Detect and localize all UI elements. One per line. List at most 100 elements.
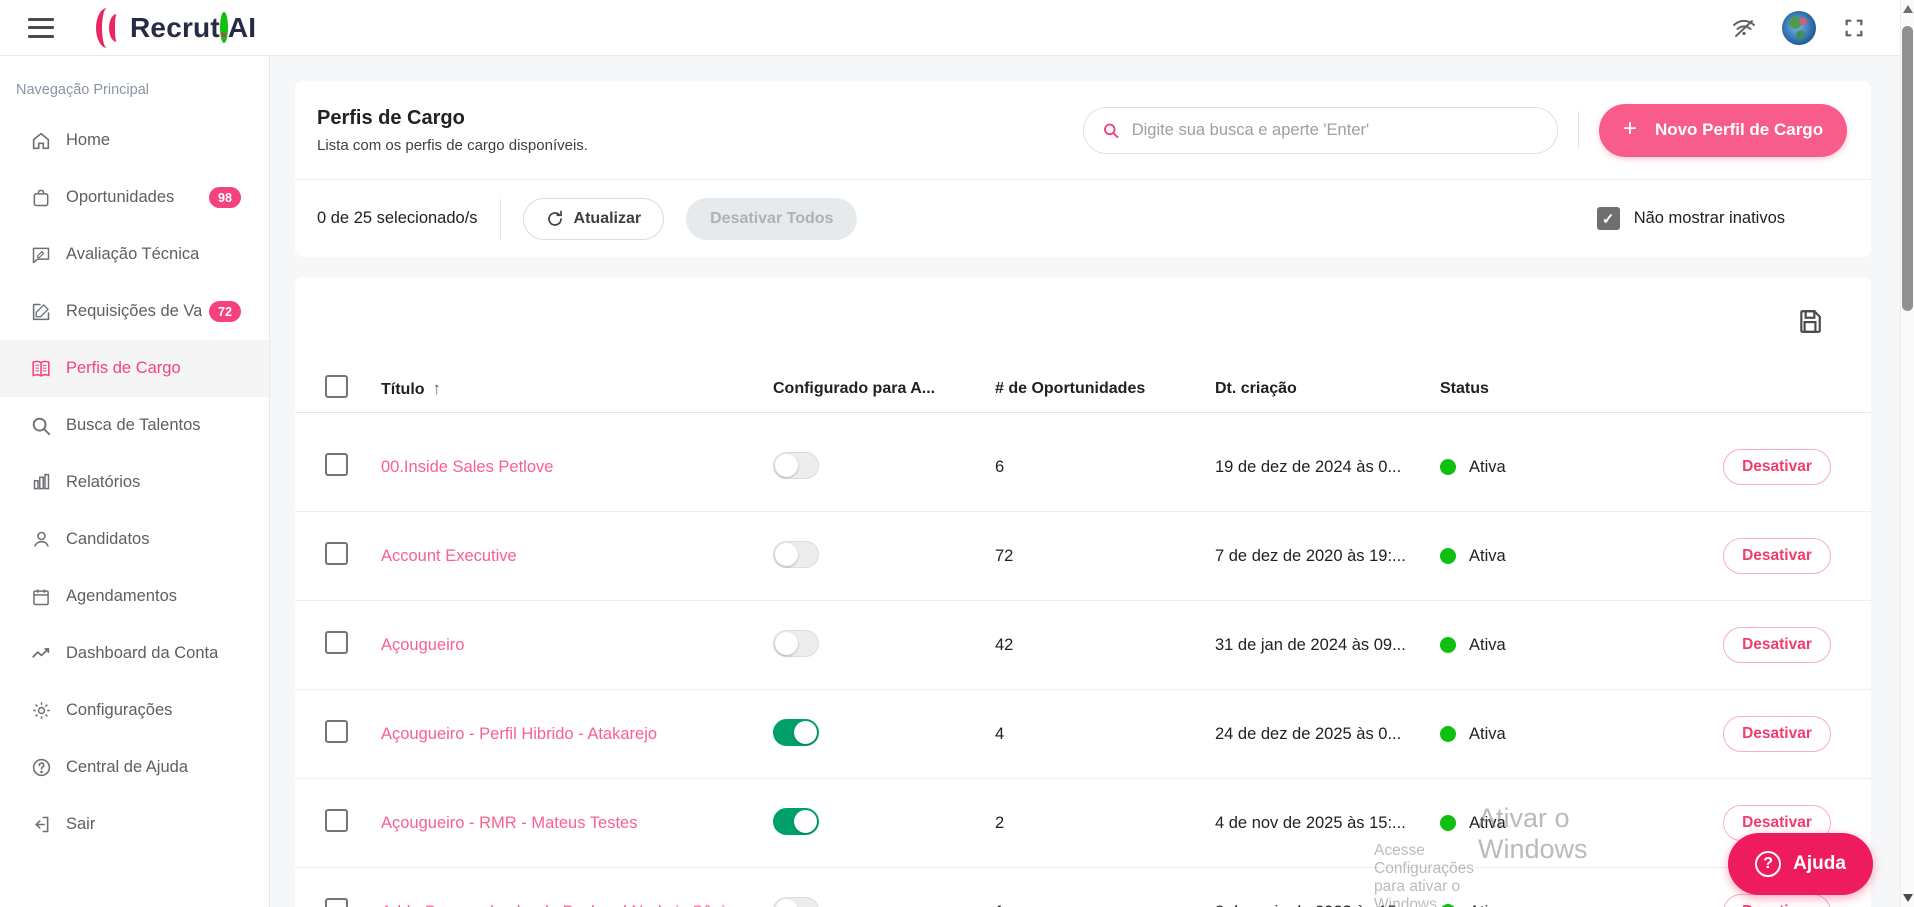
notification-badge: 72: [209, 301, 241, 322]
deactivate-button[interactable]: Desativar: [1723, 627, 1831, 663]
configured-toggle[interactable]: [773, 630, 819, 657]
table-row: Açougueiro 42 31 de jan de 2024 às 09...…: [295, 601, 1871, 690]
sidebar-item-configuracoes[interactable]: Configurações: [0, 682, 269, 739]
profile-title-link[interactable]: Account Executive: [381, 546, 517, 565]
search-input[interactable]: [1131, 120, 1539, 140]
configured-toggle[interactable]: [773, 897, 819, 907]
logo-arc-icon: [109, 13, 124, 42]
new-profile-button[interactable]: + Novo Perfil de Cargo: [1599, 103, 1847, 157]
sidebar-item-central-de-ajuda[interactable]: Central de Ajuda: [0, 739, 269, 796]
creation-date: 7 de dez de 2020 às 19:...: [1215, 546, 1406, 565]
sidebar-section-label: Navegação Principal: [16, 82, 149, 98]
row-checkbox[interactable]: [325, 542, 348, 565]
configured-toggle[interactable]: [773, 719, 819, 746]
wifi-off-icon[interactable]: [1732, 16, 1756, 40]
profile-title-link[interactable]: Açougueiro - RMR - Mateus Testes: [381, 813, 638, 832]
profile-title-link[interactable]: 00.Inside Sales Petlove: [381, 457, 554, 476]
page-header-card: Perfis de Cargo Lista com os perfis de c…: [295, 81, 1871, 257]
sidebar-item-relatorios[interactable]: Relatórios: [0, 454, 269, 511]
deactivate-button[interactable]: Desativar: [1723, 894, 1831, 907]
status-dot-icon: [1440, 459, 1456, 475]
table-row: Açougueiro - Perfil Hibrido - Atakarejo …: [295, 690, 1871, 779]
status-label: Ativa: [1469, 635, 1506, 654]
sidebar-item-oportunidades[interactable]: Oportunidades 98: [0, 169, 269, 226]
sidebar-nav: Home Oportunidades 98 Avaliação Técnica …: [0, 112, 269, 853]
sidebar-item-perfis-de-cargo[interactable]: Perfis de Cargo: [0, 340, 269, 397]
search-box[interactable]: [1083, 106, 1558, 154]
opportunities-count: 4: [995, 724, 1005, 743]
column-created[interactable]: Dt. criação: [1215, 379, 1297, 397]
status-label: Ativa: [1469, 457, 1506, 476]
refresh-button[interactable]: Atualizar: [522, 197, 665, 240]
divider: [1578, 111, 1579, 149]
edit-icon: [30, 301, 52, 323]
sidebar-item-label: Dashboard da Conta: [66, 644, 219, 662]
profile-title-link[interactable]: Açougueiro: [381, 635, 465, 654]
calendar-icon: [30, 586, 52, 608]
avatar[interactable]: [1782, 10, 1816, 45]
table-row: Account Executive 72 7 de dez de 2020 às…: [295, 512, 1871, 601]
column-title[interactable]: Título ↑: [381, 378, 442, 398]
configured-toggle[interactable]: [773, 808, 819, 835]
scroll-down-icon[interactable]: [1903, 894, 1913, 902]
sidebar-item-dashboard-da-conta[interactable]: Dashboard da Conta: [0, 625, 269, 682]
sidebar-item-label: Oportunidades: [66, 188, 175, 206]
sidebar-item-label: Home: [66, 131, 111, 149]
sidebar-item-label: Busca de Talentos: [66, 416, 201, 434]
deactivate-button[interactable]: Desativar: [1723, 538, 1831, 574]
configured-toggle[interactable]: [773, 452, 819, 479]
page-heading: Perfis de Cargo Lista com os perfis de c…: [317, 107, 588, 154]
profile-title-link[interactable]: Add - Desenvolvedor de Backend Node.js S…: [381, 903, 740, 907]
table-toolbar: 0 de 25 selecionado/s Atualizar Desativa…: [295, 180, 1871, 257]
scrollbar-thumb[interactable]: [1902, 26, 1913, 311]
sidebar-item-requisicoes-de-va[interactable]: Requisições de Va 72: [0, 283, 269, 340]
scroll-up-icon[interactable]: [1903, 5, 1913, 13]
profile-title-link[interactable]: Açougueiro - Perfil Hibrido - Atakarejo: [381, 724, 658, 743]
line-chart-icon: [30, 643, 52, 665]
sidebar-item-candidatos[interactable]: Candidatos: [0, 511, 269, 568]
sidebar-item-busca-de-talentos[interactable]: Busca de Talentos: [0, 397, 269, 454]
sidebar-item-label: Configurações: [66, 701, 173, 719]
menu-icon[interactable]: [28, 17, 54, 38]
row-checkbox[interactable]: [325, 720, 348, 743]
deactivate-button[interactable]: Desativar: [1723, 449, 1831, 485]
app-logo[interactable]: Recrut.AI: [96, 7, 256, 48]
search-icon: [1103, 123, 1119, 138]
column-configured[interactable]: Configurado para A...: [773, 379, 936, 397]
top-bar: Recrut.AI: [0, 0, 1900, 56]
creation-date: 4 de nov de 2025 às 15:...: [1215, 813, 1406, 832]
column-status[interactable]: Status: [1440, 379, 1489, 397]
sidebar-item-label: Sair: [66, 815, 96, 833]
table-body: 00.Inside Sales Petlove 6 19 de dez de 2…: [295, 423, 1871, 907]
scrollbar[interactable]: [1900, 0, 1914, 907]
row-checkbox[interactable]: [325, 453, 348, 476]
question-icon: ?: [1755, 851, 1782, 877]
configured-toggle[interactable]: [773, 541, 819, 568]
creation-date: 24 de dez de 2025 às 0...: [1215, 724, 1402, 743]
row-checkbox[interactable]: [325, 809, 348, 832]
sidebar: Navegação Principal Home Oportunidades 9…: [0, 56, 270, 907]
creation-date: 31 de jan de 2024 às 09...: [1215, 635, 1406, 654]
row-checkbox[interactable]: [325, 898, 348, 907]
row-checkbox[interactable]: [325, 631, 348, 654]
sidebar-item-home[interactable]: Home: [0, 112, 269, 169]
briefcase-icon: [30, 187, 52, 209]
status-dot-icon: [1440, 548, 1456, 564]
deactivate-all-button[interactable]: Desativar Todos: [686, 197, 858, 240]
main-content: Perfis de Cargo Lista com os perfis de c…: [270, 56, 1900, 907]
help-button[interactable]: ? Ajuda: [1728, 833, 1873, 895]
sidebar-item-avaliacao-tecnica[interactable]: Avaliação Técnica: [0, 226, 269, 283]
sidebar-item-label: Agendamentos: [66, 587, 177, 605]
sidebar-item-agendamentos[interactable]: Agendamentos: [0, 568, 269, 625]
select-all-checkbox[interactable]: [325, 374, 348, 398]
table-row: Açougueiro - RMR - Mateus Testes 2 4 de …: [295, 779, 1871, 868]
hide-inactive-filter[interactable]: ✓ Não mostrar inativos: [1596, 207, 1785, 230]
fullscreen-icon[interactable]: [1842, 16, 1866, 40]
sidebar-item-sair[interactable]: Sair: [0, 796, 269, 853]
column-opportunities[interactable]: # de Oportunidades: [995, 379, 1146, 397]
deactivate-button[interactable]: Desativar: [1723, 716, 1831, 752]
sidebar-item-label: Candidatos: [66, 530, 150, 548]
hide-inactive-checkbox[interactable]: ✓: [1596, 207, 1620, 230]
save-icon[interactable]: [1797, 308, 1823, 334]
table-row: 00.Inside Sales Petlove 6 19 de dez de 2…: [295, 423, 1871, 512]
